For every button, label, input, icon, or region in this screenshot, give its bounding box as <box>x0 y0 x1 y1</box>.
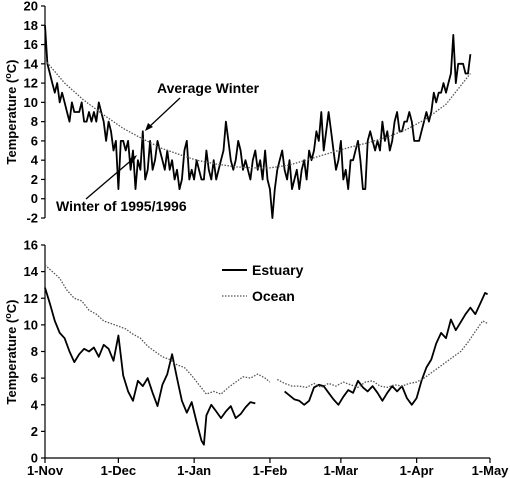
top-y-axis-label: Temperature (oC) <box>3 60 19 165</box>
bottom-x-tick-label: 1-Feb <box>253 463 288 478</box>
annotation-average-winter: Average Winter <box>157 80 260 96</box>
legend-label-estuary: Estuary <box>252 262 304 278</box>
legend-label-ocean: Ocean <box>252 288 295 304</box>
bottom-x-tick-label: 1-Dec <box>101 463 136 478</box>
top-y-tick-label: 12 <box>24 76 38 91</box>
top-y-tick-label: 20 <box>24 0 38 14</box>
bottom-y-axis-label: Temperature (oC) <box>3 300 19 405</box>
bottom-series-ocean <box>276 320 488 389</box>
annotation-winter-1995-arrow <box>85 157 135 200</box>
top-y-tick-label: 4 <box>31 153 39 168</box>
bottom-series-ocean <box>44 264 271 395</box>
bottom-chart: 0 2 4 6 8 10 12 14 16 1-Nov 1-Dec 1-Jan 1-Feb 1-Mar 1-… <box>3 238 509 478</box>
top-y-tick-label: 2 <box>31 172 38 187</box>
bottom-y-tick-label: 4 <box>31 397 39 412</box>
top-series-average-winter <box>44 59 471 169</box>
bottom-y-tick-label: 6 <box>31 371 38 386</box>
bottom-x-tick-label: 1-Mar <box>324 463 359 478</box>
legend: Estuary Ocean <box>222 262 304 304</box>
bottom-series-estuary <box>44 287 256 446</box>
top-y-tick-label: 6 <box>31 133 38 148</box>
bottom-y-tick-label: 2 <box>31 424 38 439</box>
top-y-tick-label: 10 <box>24 95 38 110</box>
bottom-y-tick-label: 10 <box>24 317 38 332</box>
annotation-winter-1995-arrowhead <box>129 155 137 163</box>
bottom-y-tick-label: 16 <box>24 238 38 253</box>
bottom-x-tick-label: 1-Apr <box>400 463 434 478</box>
top-y-tick-label: 16 <box>24 37 38 52</box>
bottom-y-tick-label: 12 <box>24 291 38 306</box>
top-y-tick-label: 14 <box>24 56 39 71</box>
top-y-tick-label: 8 <box>31 114 38 129</box>
annotation-winter-1995: Winter of 1995/1996 <box>56 198 187 214</box>
bottom-x-tick-label: 1-Jan <box>177 463 211 478</box>
top-y-tick-label: 18 <box>24 18 38 33</box>
bottom-y-tick-label: 14 <box>24 264 39 279</box>
bottom-y-tick-label: 8 <box>31 344 38 359</box>
annotation-average-winter-arrowhead <box>145 123 153 131</box>
top-chart: -2 0 2 4 6 8 10 12 14 16 18 20 Temperature (oC) Ave… <box>3 0 472 226</box>
bottom-x-tick-label: 1-May <box>472 463 510 478</box>
bottom-series-estuary <box>284 292 489 406</box>
bottom-y-tick-label: 0 <box>31 451 38 466</box>
top-series-winter-of-1995-1996 <box>44 25 472 219</box>
top-y-tick-label: 0 <box>31 191 38 206</box>
annotation-average-winter-arrow <box>147 97 181 129</box>
top-y-tick-label: -2 <box>26 211 38 226</box>
bottom-x-tick-label: 1-Nov <box>27 463 64 478</box>
